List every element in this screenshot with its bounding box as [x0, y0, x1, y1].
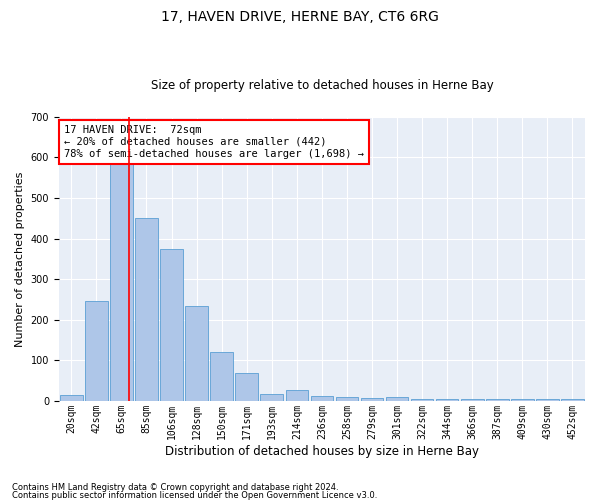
Text: Contains HM Land Registry data © Crown copyright and database right 2024.: Contains HM Land Registry data © Crown c… — [12, 484, 338, 492]
Bar — [260, 394, 283, 401]
Bar — [436, 399, 458, 401]
Bar — [160, 248, 183, 401]
Text: Contains public sector information licensed under the Open Government Licence v3: Contains public sector information licen… — [12, 490, 377, 500]
Bar — [311, 396, 333, 401]
Bar — [561, 399, 584, 401]
Bar — [411, 399, 433, 401]
Bar — [486, 399, 509, 401]
Bar — [511, 399, 533, 401]
Text: 17, HAVEN DRIVE, HERNE BAY, CT6 6RG: 17, HAVEN DRIVE, HERNE BAY, CT6 6RG — [161, 10, 439, 24]
X-axis label: Distribution of detached houses by size in Herne Bay: Distribution of detached houses by size … — [165, 444, 479, 458]
Bar — [536, 399, 559, 401]
Y-axis label: Number of detached properties: Number of detached properties — [15, 171, 25, 346]
Bar — [60, 395, 83, 401]
Bar — [235, 372, 258, 401]
Bar — [185, 306, 208, 401]
Text: 17 HAVEN DRIVE:  72sqm
← 20% of detached houses are smaller (442)
78% of semi-de: 17 HAVEN DRIVE: 72sqm ← 20% of detached … — [64, 126, 364, 158]
Title: Size of property relative to detached houses in Herne Bay: Size of property relative to detached ho… — [151, 79, 493, 92]
Bar — [461, 399, 484, 401]
Bar — [135, 218, 158, 401]
Bar — [110, 162, 133, 401]
Bar — [386, 397, 409, 401]
Bar — [361, 398, 383, 401]
Bar — [211, 352, 233, 401]
Bar — [85, 302, 107, 401]
Bar — [335, 397, 358, 401]
Bar — [286, 390, 308, 401]
